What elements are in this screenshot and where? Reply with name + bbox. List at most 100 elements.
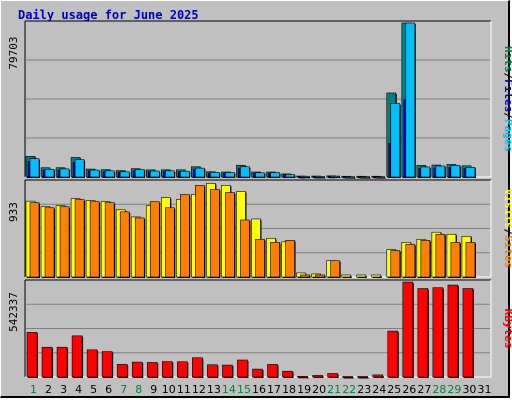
- bar-kbytes-shadow: [358, 377, 369, 379]
- bar-kbytes: [26, 332, 38, 378]
- bar-sites: [164, 207, 175, 278]
- bar-sites: [89, 201, 100, 278]
- bar-sites: [44, 207, 55, 278]
- bar-pages: [330, 175, 340, 178]
- x-tick-label: 5: [90, 383, 97, 396]
- x-tick-label: 16: [252, 383, 266, 396]
- bar-kbytes: [56, 346, 68, 378]
- bar-pages: [375, 176, 386, 178]
- bar-kbytes: [71, 335, 83, 378]
- bar-kbytes: [86, 349, 98, 378]
- x-tick-label: 31: [477, 383, 491, 396]
- x-tick-label: 22: [342, 383, 356, 396]
- bar-visits: [356, 274, 367, 278]
- bar-pages: [300, 175, 310, 178]
- bar-sites: [405, 244, 416, 278]
- y-max-label: 933: [7, 202, 20, 222]
- bar-sites: [450, 242, 461, 278]
- bar-kbytes-shadow: [298, 377, 309, 379]
- bar-pages: [270, 172, 280, 178]
- y-max-label: 542337: [7, 292, 20, 332]
- bar-kbytes: [116, 364, 128, 378]
- chart-title: Daily usage for June 2025: [18, 8, 199, 22]
- x-tick-label: 23: [357, 383, 371, 396]
- legend-separator: /: [502, 229, 512, 236]
- bar-pages: [134, 169, 145, 178]
- bar-pages: [225, 172, 235, 178]
- bar-pages-shadow: [376, 177, 386, 179]
- bar-sites: [74, 199, 85, 278]
- bar-kbytes: [342, 376, 353, 378]
- bar-sites: [255, 239, 265, 278]
- bar-kbytes: [237, 359, 248, 378]
- bar-kbytes: [312, 375, 323, 378]
- x-tick-label: 13: [207, 383, 221, 396]
- bar-sites: [300, 274, 310, 278]
- x-tick-label: 14: [222, 383, 236, 396]
- x-tick-label: 19: [297, 383, 311, 396]
- x-tick-label: 15: [237, 383, 251, 396]
- bar-kbytes: [327, 373, 338, 378]
- bar-sites: [435, 233, 446, 278]
- bar-pages: [89, 169, 100, 178]
- x-tick-label: 24: [372, 383, 386, 396]
- bar-pages-shadow: [316, 177, 326, 179]
- bar-pages: [74, 159, 85, 178]
- bar-sites: [270, 242, 280, 278]
- bar-kbytes: [252, 368, 263, 378]
- x-tick-label: 8: [135, 383, 142, 396]
- legend-kbytes: KBytes: [502, 309, 512, 349]
- x-tick-label: 9: [150, 383, 157, 396]
- bar-pages: [360, 176, 371, 178]
- bar-sites: [149, 201, 160, 278]
- bar-pages: [119, 171, 130, 178]
- bar-kbytes: [417, 288, 429, 378]
- x-tick-label: 21: [327, 383, 341, 396]
- bar-pages: [164, 170, 175, 178]
- bar-kbytes: [267, 364, 278, 378]
- bar-kbytes: [357, 376, 369, 378]
- bar-pages-shadow: [361, 177, 371, 179]
- x-tick-label: 6: [105, 383, 112, 396]
- legend-sites: Sites: [502, 235, 512, 268]
- bar-pages: [465, 167, 476, 178]
- x-tick-label: 12: [192, 383, 206, 396]
- bar-sites: [390, 250, 401, 278]
- series-legend: Hits/Files/Pages: [502, 46, 512, 152]
- legend-visits: Visits: [502, 189, 512, 229]
- bar-sites: [285, 240, 295, 278]
- x-tick-label: 2: [45, 383, 52, 396]
- bar-pages: [59, 168, 70, 178]
- bar-kbytes: [282, 370, 293, 378]
- bar-kbytes: [41, 346, 53, 378]
- bar-sites: [180, 194, 190, 278]
- bar-sites: [104, 202, 115, 278]
- x-tick-label: 3: [60, 383, 67, 396]
- bar-sites: [315, 274, 325, 278]
- bar-sites: [134, 217, 145, 278]
- x-tick-label: 25: [387, 383, 401, 396]
- bar-kbytes: [462, 288, 474, 378]
- bar-pages: [315, 176, 325, 178]
- bar-pages: [104, 170, 115, 178]
- bar-sites: [330, 260, 340, 278]
- x-tick-label: 10: [162, 383, 176, 396]
- bar-pages-shadow: [301, 177, 311, 179]
- bar-kbytes: [161, 361, 173, 378]
- bar-sites: [210, 189, 220, 278]
- bar-sites: [465, 242, 476, 278]
- bar-pages: [195, 167, 205, 178]
- bar-pages: [180, 170, 190, 178]
- bar-pages: [210, 172, 220, 178]
- bar-sites: [119, 211, 130, 278]
- x-tick-label: 18: [282, 383, 296, 396]
- x-tick-label: 11: [177, 383, 191, 396]
- legend-pages: Pages: [502, 119, 512, 152]
- series-legend: Visits/Sites: [502, 189, 512, 269]
- x-tick-label: 1: [30, 383, 37, 396]
- series-legend: KBytes: [502, 309, 512, 349]
- bar-kbytes-shadow: [343, 377, 354, 379]
- bar-pages: [390, 103, 401, 178]
- y-max-label: 79703: [7, 36, 20, 69]
